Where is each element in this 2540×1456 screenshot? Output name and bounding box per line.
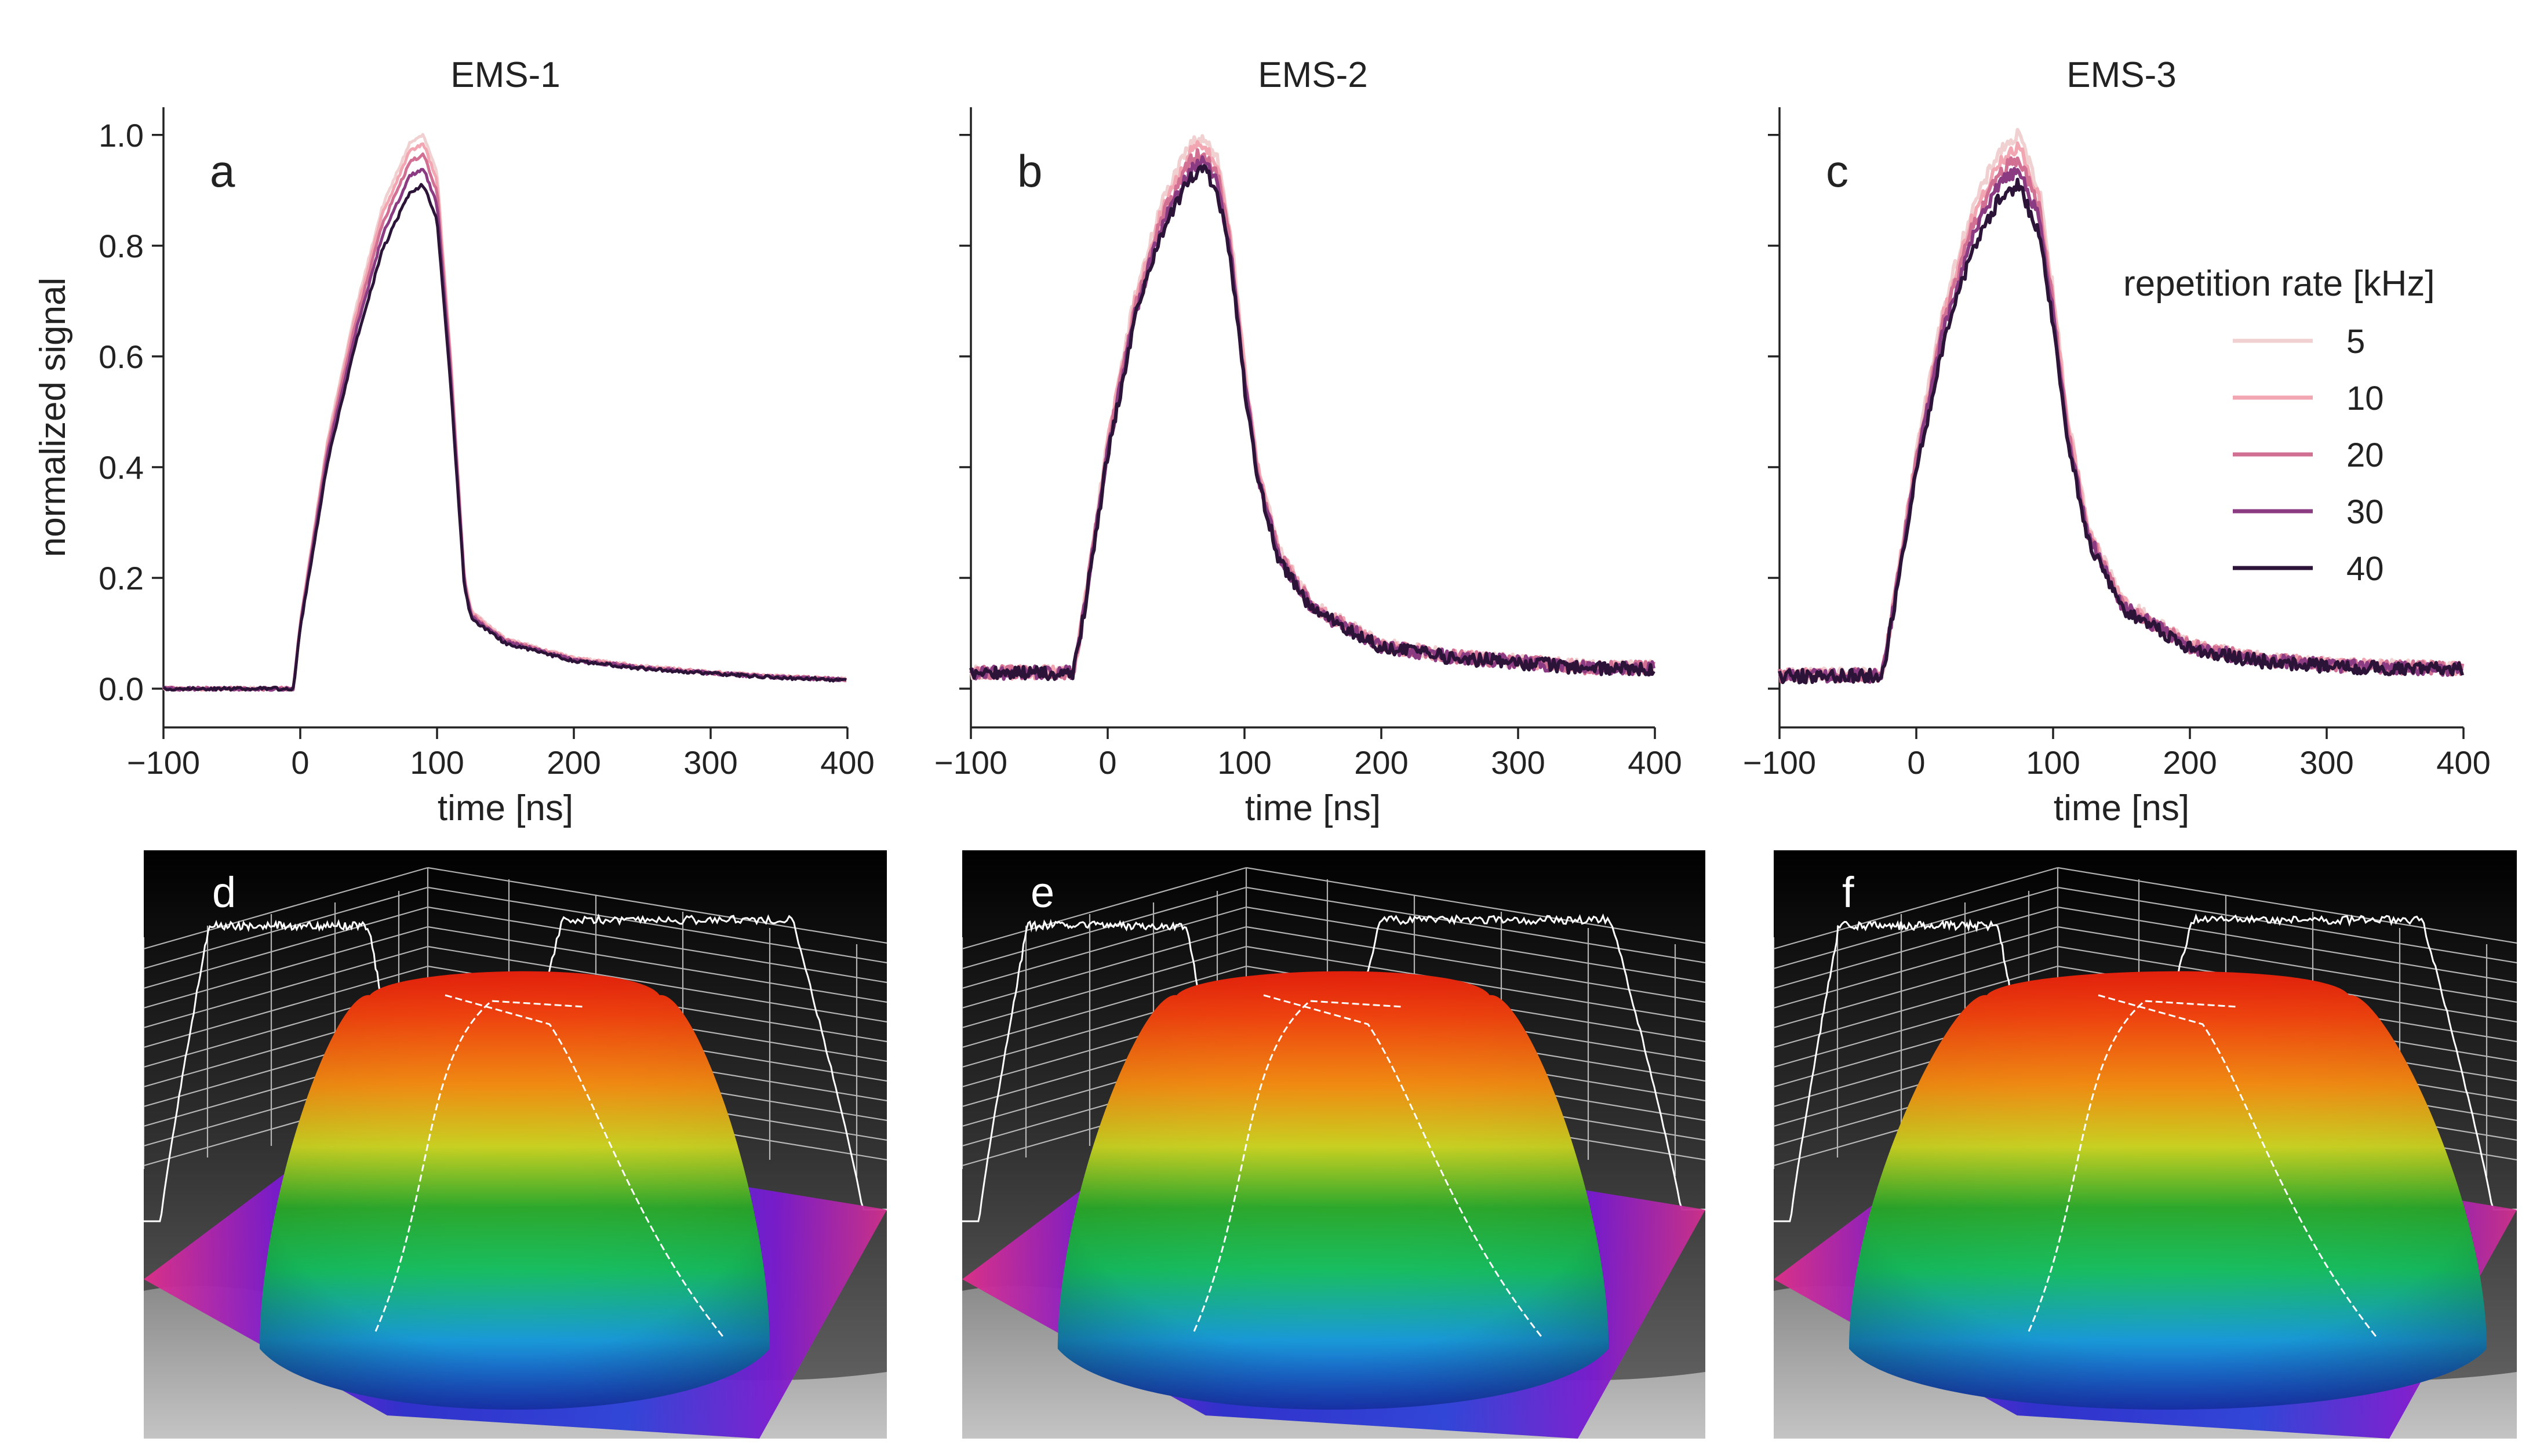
x-axis-label: time [ns] xyxy=(1245,788,1381,828)
x-tick-label: 400 xyxy=(820,744,874,781)
series-line-10khz xyxy=(970,140,1655,681)
legend: repetition rate [kHz] 5 10 20 30 40 xyxy=(2123,264,2435,588)
series-line-30khz xyxy=(162,168,847,692)
y-tick-label: 0.8 xyxy=(99,228,144,264)
legend-entry-label: 20 xyxy=(2346,436,2384,474)
panel-label: b xyxy=(1017,145,1042,196)
x-tick-label: 200 xyxy=(547,744,601,781)
x-tick-label: −100 xyxy=(127,744,200,781)
surface-panel-f: f xyxy=(1774,850,2517,1439)
series-line-5khz xyxy=(969,134,1655,680)
x-axis-label: time [ns] xyxy=(2054,788,2189,828)
x-tick-label: 300 xyxy=(2299,744,2353,781)
chart-panel-c: EMS-3 c −100 0 100 200 300 400 time [ns] xyxy=(1743,55,2491,828)
panel-label: c xyxy=(1826,145,1848,196)
dome-shading xyxy=(260,971,770,1410)
y-tick-label: 0.2 xyxy=(99,560,144,596)
x-axis-label: time [ns] xyxy=(438,788,573,828)
series-line-40khz xyxy=(1778,177,2464,685)
y-tick-label: 1.0 xyxy=(99,117,144,154)
series-line-40khz xyxy=(969,164,1655,681)
x-tick-label: 0 xyxy=(291,744,309,781)
surface-panels: d e f xyxy=(144,850,2517,1439)
y-tick-label: 0.0 xyxy=(99,671,144,707)
series-line-20khz xyxy=(969,148,1655,680)
series-line-20khz xyxy=(162,152,847,692)
chart-title: EMS-2 xyxy=(1258,55,1367,95)
x-tick-label: 0 xyxy=(1907,744,1925,781)
series-line-40khz xyxy=(162,183,847,692)
series-line-10khz xyxy=(162,142,847,692)
x-tick-label: −100 xyxy=(1743,744,1816,781)
chart-title: EMS-1 xyxy=(450,55,560,95)
cross-section-line xyxy=(2028,1000,2238,1332)
dome-shading xyxy=(1849,971,2487,1410)
surface-panel-label: e xyxy=(1031,868,1054,916)
cross-section-line xyxy=(445,994,725,1338)
y-tick-label: 0.6 xyxy=(99,338,144,375)
x-tick-label: 200 xyxy=(2163,744,2217,781)
legend-entry-label: 40 xyxy=(2346,550,2384,588)
surface-panel-label: d xyxy=(212,868,236,916)
charts-layer: EMS-1a0.00.20.40.60.81.0−100 0 100 200 300 40… xyxy=(33,55,2491,828)
x-tick-label: 300 xyxy=(683,744,737,781)
legend-entry-label: 5 xyxy=(2346,323,2365,361)
series-line-5khz xyxy=(162,133,847,692)
x-tick-label: 400 xyxy=(2436,744,2490,781)
x-tick-label: 400 xyxy=(1628,744,1682,781)
cross-section-line xyxy=(1193,1000,1403,1332)
x-tick-label: −100 xyxy=(934,744,1007,781)
x-tick-label: 100 xyxy=(410,744,464,781)
dome-shading xyxy=(1057,971,1609,1410)
legend-title: repetition rate [kHz] xyxy=(2123,264,2435,304)
chart-panel-b: EMS-2 b −100 0 100 200 300 400 time [ns] xyxy=(934,55,1682,828)
panel-label: a xyxy=(210,145,235,196)
cross-section-line xyxy=(2098,994,2378,1338)
cross-section-line xyxy=(1263,994,1543,1338)
x-tick-label: 300 xyxy=(1491,744,1545,781)
y-tick-label: 0.4 xyxy=(99,449,144,486)
y-axis-label: normalized signal xyxy=(33,278,73,557)
legend-entry-label: 10 xyxy=(2346,380,2384,417)
surface-panel-e: e xyxy=(962,850,1705,1439)
legend-entry-label: 30 xyxy=(2346,493,2384,531)
chart-panel-a: EMS-1 a 0.0 0.2 0.4 0.6 0.8 1.0 −100 0 100 200 300 40… xyxy=(33,55,875,828)
x-tick-label: 100 xyxy=(2026,744,2080,781)
surface-panel-d: d xyxy=(144,850,887,1439)
x-tick-label: 100 xyxy=(1217,744,1271,781)
chart-title: EMS-3 xyxy=(2066,55,2176,95)
surface-panel-label: f xyxy=(1842,868,1854,916)
x-tick-label: 0 xyxy=(1098,744,1116,781)
x-tick-label: 200 xyxy=(1354,744,1408,781)
cross-section-line xyxy=(374,1000,585,1332)
